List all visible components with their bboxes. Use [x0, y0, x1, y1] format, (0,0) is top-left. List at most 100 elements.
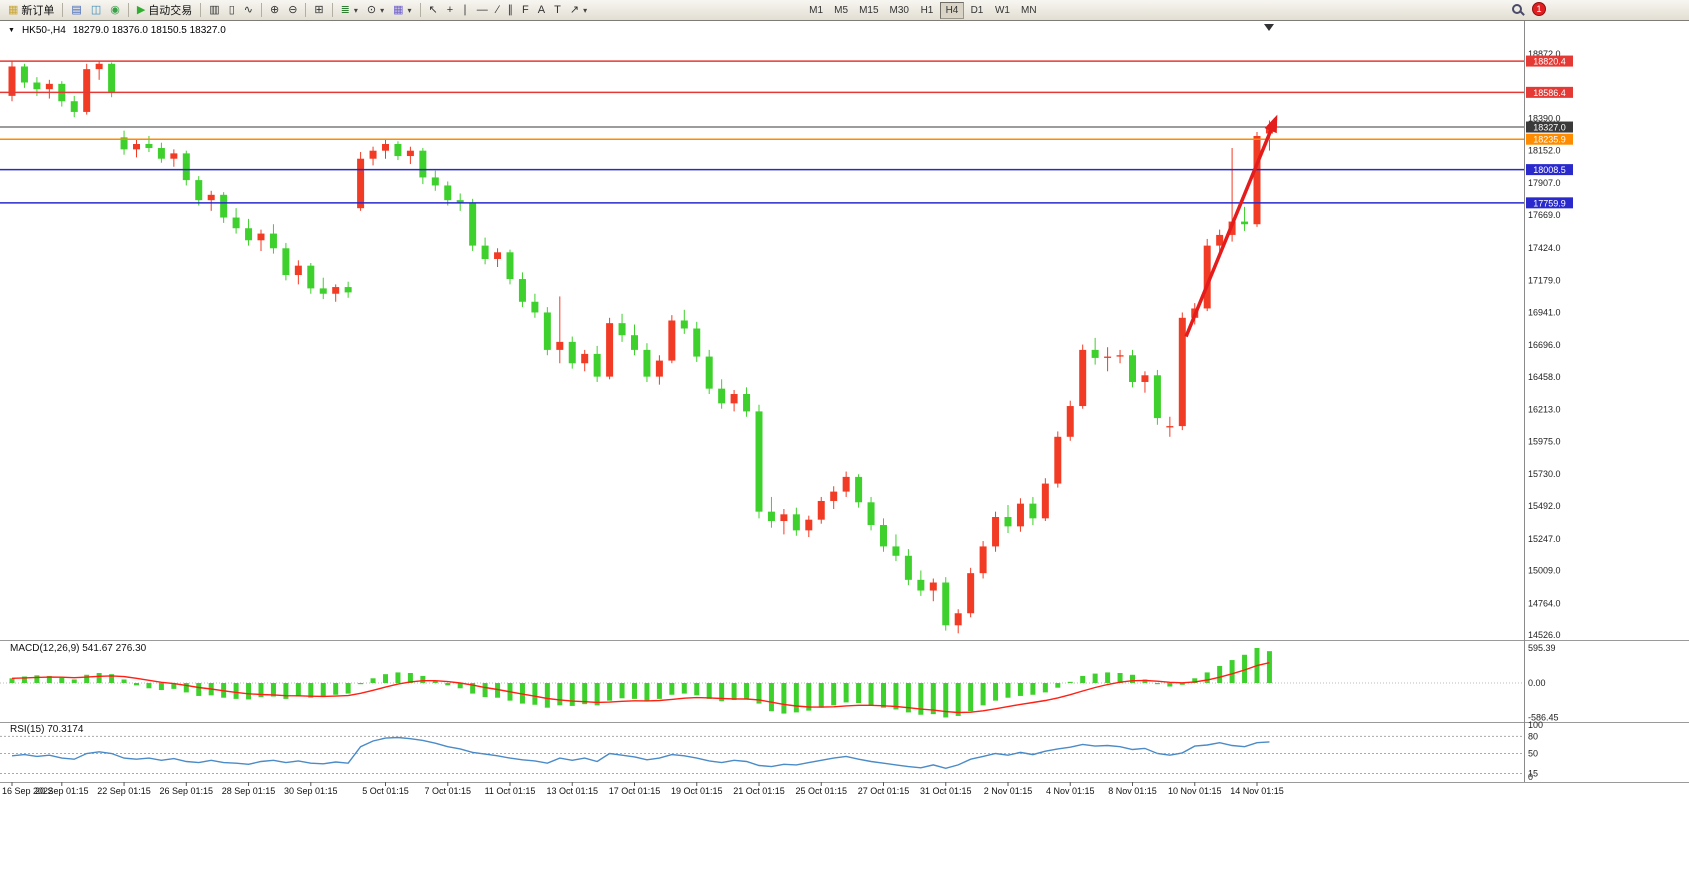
new-order-button[interactable]: ▦ 新订单 — [4, 1, 58, 19]
template-icon: ▦ — [393, 3, 404, 16]
macd-histogram-bar — [706, 683, 712, 699]
collapse-triangle-icon[interactable]: ▼ — [8, 27, 15, 34]
navigator-button[interactable]: ◉ — [106, 1, 124, 19]
time-axis-label: 25 Oct 01:15 — [795, 786, 847, 796]
candle — [904, 555, 912, 580]
line-chart-button[interactable]: ∿ — [240, 1, 257, 19]
zoom-out-button[interactable]: ⊖ — [284, 1, 301, 19]
chart-area[interactable]: 595.39 0.00 -586.45 100 80 50 15 0 18872.0 18390.… — [0, 21, 1689, 864]
timeframe-h4-button[interactable]: H4 — [939, 1, 964, 19]
macd-histogram-bar — [96, 673, 102, 683]
candle — [1153, 375, 1161, 419]
candle — [1091, 349, 1099, 358]
play-icon: ▶ — [136, 3, 146, 16]
clock-icon: ⊙ — [366, 3, 377, 16]
macd-histogram-bar — [395, 672, 401, 683]
candle — [45, 83, 53, 90]
candle — [643, 349, 651, 377]
chevron-down-icon[interactable]: ▾ — [583, 5, 588, 15]
time-axis-label: 30 Sep 01:15 — [284, 786, 338, 796]
templates-button[interactable]: ▦ ▾ — [389, 1, 415, 19]
market-watch-button[interactable]: ▤ — [67, 1, 85, 19]
vertical-line-button[interactable]: ∣ — [458, 1, 472, 19]
macd-histogram-bar — [370, 678, 376, 683]
candlestick-chart-button[interactable]: ▯ — [225, 1, 239, 19]
macd-histogram-bar — [806, 683, 812, 711]
candle — [444, 185, 452, 201]
zoom-in-button[interactable]: ⊕ — [266, 1, 283, 19]
bar-chart-button[interactable]: ▥ — [205, 1, 223, 19]
macd-histogram-bar — [134, 683, 139, 686]
candle — [568, 341, 576, 364]
macd-histogram-bar — [258, 683, 264, 698]
macd-histogram-bar — [893, 683, 899, 710]
rsi-axis-label: 0 — [1528, 772, 1533, 782]
horizontal-line-button[interactable]: ― — [473, 1, 492, 19]
arrows-button[interactable]: ↗ ▾ — [566, 1, 591, 19]
label-button[interactable]: T — [550, 1, 565, 19]
time-axis-label: 13 Oct 01:15 — [546, 786, 598, 796]
macd-histogram-bar — [1242, 654, 1248, 683]
rsi-line — [11, 736, 1270, 770]
timeframe-m30-button[interactable]: M30 — [885, 2, 914, 19]
timeframe-w1-button[interactable]: W1 — [990, 2, 1015, 19]
candle — [1054, 436, 1062, 484]
candles-layer — [8, 60, 1273, 634]
trendline-button[interactable]: ∕ — [493, 1, 503, 19]
data-window-button[interactable]: ◫ — [87, 1, 105, 19]
timeframe-d1-button[interactable]: D1 — [965, 2, 989, 19]
crosshair-button[interactable]: + — [443, 1, 457, 19]
candle — [954, 613, 962, 626]
search-icon[interactable] — [1512, 4, 1522, 14]
macd-histogram-bar — [632, 683, 637, 699]
chevron-down-icon[interactable]: ▾ — [407, 5, 412, 15]
candle — [817, 500, 825, 520]
chevron-down-icon[interactable]: ▾ — [353, 5, 358, 15]
fibonacci-button[interactable]: F — [518, 1, 533, 19]
auto-trading-button[interactable]: ▶ 自动交易 — [133, 1, 196, 19]
new-order-button-label: 新订单 — [21, 5, 55, 17]
macd-histogram-bar — [146, 683, 152, 689]
timeframe-m15-button[interactable]: M15 — [854, 2, 883, 19]
time-axis-label: 10 Nov 01:15 — [1168, 786, 1222, 796]
market-watch-icon: ▤ — [71, 3, 82, 16]
fibonacci-icon: F — [522, 3, 529, 16]
candle — [8, 66, 16, 96]
candle — [1129, 355, 1136, 382]
tile-windows-button[interactable]: ⊞ — [310, 1, 327, 19]
macd-histogram-bar — [1105, 672, 1111, 683]
candle — [556, 341, 564, 350]
timeframe-m5-button[interactable]: M5 — [829, 2, 853, 19]
periods-button[interactable]: ⊙ ▾ — [363, 1, 388, 19]
trend-arrow-annotation[interactable] — [1184, 114, 1278, 338]
candle — [880, 525, 887, 547]
timeframe-m1-button[interactable]: M1 — [804, 2, 828, 19]
macd-histogram-bar — [930, 683, 936, 715]
macd-histogram-bar — [557, 683, 563, 706]
price-tick-label: 17424.0 — [1528, 243, 1561, 253]
toolbar-separator — [127, 3, 129, 17]
chart-shift-marker[interactable] — [1264, 24, 1274, 31]
chevron-down-icon[interactable]: ▾ — [380, 5, 385, 15]
time-axis-label: 11 Oct 01:15 — [485, 786, 536, 796]
channel-button[interactable]: ∥ — [504, 1, 518, 19]
macd-histogram-bar — [943, 683, 949, 718]
candle — [543, 312, 551, 350]
macd-histogram-bar — [594, 683, 600, 706]
macd-histogram-bar — [320, 683, 326, 698]
timeframe-mn-button[interactable]: MN — [1016, 2, 1042, 19]
notification-badge[interactable]: 1 — [1532, 2, 1546, 16]
horizontal-line-icon: ― — [476, 3, 488, 16]
candle — [1016, 503, 1024, 527]
line-chart-icon: ∿ — [243, 3, 253, 16]
axis-price-box-label: 18235.9 — [1533, 135, 1566, 145]
macd-histogram-bar — [519, 683, 525, 704]
indicators-button[interactable]: ≣ ▾ — [337, 1, 362, 19]
cursor-button[interactable]: ↖ — [425, 1, 442, 19]
timeframe-h1-button[interactable]: H1 — [915, 2, 939, 19]
text-button[interactable]: A — [534, 1, 549, 19]
candle — [618, 323, 626, 336]
timeframe-group: M1 M5 M15 M30 H1 H4 D1 W1 MN — [804, 1, 1042, 19]
